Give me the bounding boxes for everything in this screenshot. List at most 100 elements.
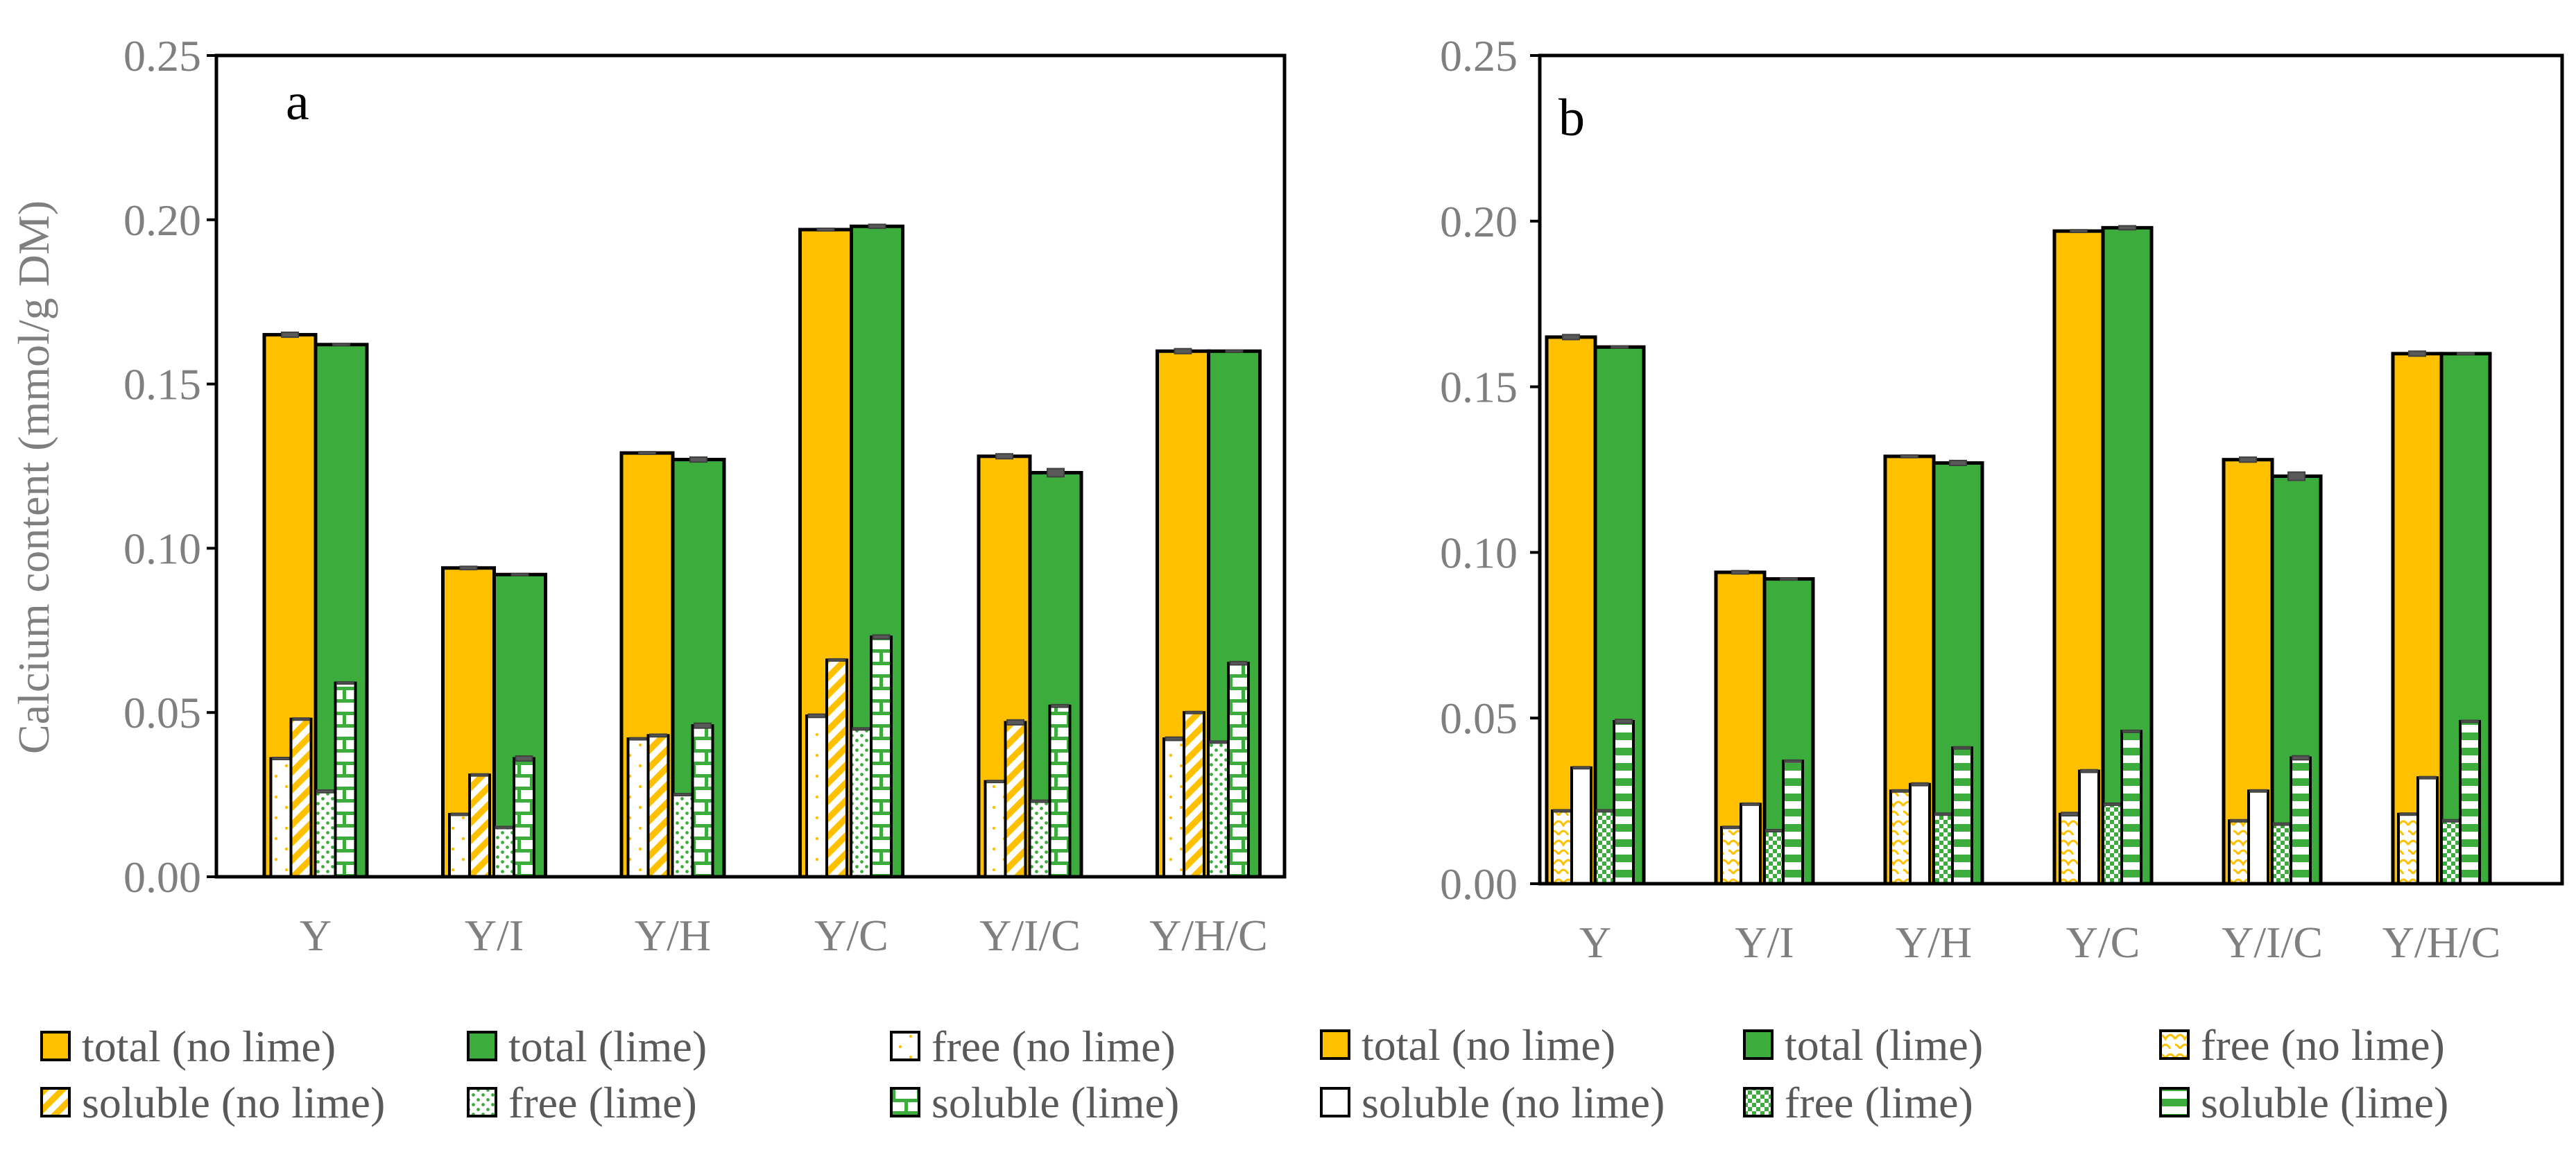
error-bar <box>986 780 1004 784</box>
legend-label-total-lime: total (lime) <box>508 1022 707 1071</box>
error-bar <box>1611 345 1629 349</box>
x-tick-label: Y/I/C <box>979 911 1081 960</box>
error-bar <box>2122 729 2140 733</box>
error-bar <box>2273 822 2291 826</box>
error-bar <box>470 773 489 777</box>
legend-label-total-no-lime: total (no lime) <box>1362 1020 1615 1070</box>
bar-free-no-lime-y-h <box>1889 789 1912 885</box>
bar-soluble-lime-y-h-c <box>2459 719 2481 885</box>
error-bar <box>2461 719 2479 723</box>
bar-soluble-lime-y-c <box>2120 730 2143 885</box>
error-bar <box>1165 736 1183 742</box>
bar-free-lime-y <box>1594 809 1616 885</box>
error-bar <box>1225 349 1244 353</box>
bar-soluble-no-lime-y-i-c <box>2247 789 2269 885</box>
x-tick-label: Y/H/C <box>1149 911 1268 960</box>
error-bar <box>1949 459 1967 467</box>
bar-free-lime-y-i-c <box>1028 800 1051 879</box>
error-bar <box>694 722 712 729</box>
error-bar <box>629 737 647 741</box>
error-bar <box>1051 703 1069 708</box>
bar-soluble-lime-y-h <box>1951 746 1973 885</box>
legend-swatch-total-no-lime <box>40 1031 71 1061</box>
error-bar <box>995 453 1013 460</box>
error-bar <box>1784 759 1802 763</box>
legend-swatch-soluble-lime <box>2159 1087 2190 1117</box>
bar-free-lime-y-h <box>1932 812 1955 885</box>
error-bar <box>2408 350 2426 357</box>
bar-soluble-lime-y-i-c <box>1048 704 1072 879</box>
x-tick-label: Y <box>1579 918 1611 967</box>
legend-label-soluble-no-lime: soluble (no lime) <box>82 1078 385 1127</box>
error-bar <box>332 343 350 347</box>
error-bar <box>459 565 478 571</box>
bar-free-lime-y-c <box>850 727 873 878</box>
error-bar <box>450 812 469 816</box>
bar-free-no-lime-y-i-c <box>984 780 1007 878</box>
error-bar <box>1780 577 1798 581</box>
bar-soluble-no-lime-y-c <box>825 658 848 878</box>
y-tick-label: 0.20 <box>1440 197 1518 246</box>
error-bar <box>2292 755 2310 761</box>
legend-swatch-soluble-no-lime <box>1320 1087 1350 1117</box>
error-bar <box>1722 825 1740 830</box>
legend-swatch-total-lime <box>467 1031 497 1061</box>
error-bar <box>1174 348 1192 354</box>
panel-b: 0.00 0.05 0.10 0.15 0.20 0.25 Y Y/I Y/H Y/C Y/I/C… <box>1320 31 2564 1127</box>
bar-free-lime-y-i-c <box>2271 823 2293 885</box>
y-tick-label: 0.05 <box>123 688 201 737</box>
error-bar <box>2249 789 2267 793</box>
error-bar <box>495 825 513 830</box>
error-bar <box>1596 809 1614 813</box>
error-bar <box>281 332 299 338</box>
panel-letter-b: b <box>1559 89 1585 147</box>
y-tick-label: 0.20 <box>123 196 201 245</box>
bar-free-no-lime-y-c <box>805 714 828 879</box>
y-axis-label: Calcium content (mmol/g DM) <box>9 200 58 754</box>
error-bar <box>336 681 354 685</box>
bar-soluble-lime-y-c <box>870 635 893 878</box>
legend-a: total (no lime) total (lime) free (no lime… <box>40 1022 1179 1127</box>
panel-a: Calcium content (mmol/g DM) 0.00 0.05 0.10… <box>9 31 1287 1127</box>
error-bar <box>1572 766 1590 770</box>
legend-label-total-lime: total (lime) <box>1785 1020 1983 1070</box>
legend-label-soluble-lime: soluble (lime) <box>2201 1078 2448 1127</box>
y-tick-label: 0.25 <box>1440 31 1518 80</box>
error-bar <box>649 733 667 738</box>
legend-swatch-free-no-lime <box>2159 1029 2190 1060</box>
error-bar <box>868 223 886 230</box>
bar-soluble-no-lime-y-h-c <box>1183 711 1205 878</box>
bar-free-lime-y-i <box>492 825 515 878</box>
bar-soluble-no-lime-y <box>1570 766 1592 885</box>
y-tick-label: 0.05 <box>1440 694 1518 743</box>
error-bar <box>2061 812 2079 817</box>
error-bar <box>1742 802 1760 806</box>
bar-free-no-lime-y-h <box>626 737 650 879</box>
legend-label-total-no-lime: total (no lime) <box>82 1022 336 1071</box>
plot-area-border <box>214 53 1287 879</box>
x-tick-label: Y <box>300 911 332 960</box>
legend-swatch-soluble-no-lime <box>40 1087 71 1117</box>
error-bar <box>827 658 846 662</box>
bar-soluble-no-lime-y-h <box>646 734 670 879</box>
legend-label-soluble-lime: soluble (lime) <box>931 1078 1179 1127</box>
error-bar <box>689 456 707 463</box>
x-tick-label: Y/I <box>465 911 524 960</box>
error-bar <box>2457 352 2475 356</box>
bar-free-lime-y-h-c <box>1207 740 1230 878</box>
error-bar <box>1615 719 1633 724</box>
bar-free-lime-y <box>314 789 337 879</box>
y-tick-label: 0.25 <box>123 31 201 80</box>
error-bar <box>1934 812 1952 816</box>
bar-free-no-lime-y-c <box>2059 812 2081 885</box>
error-bar <box>1031 799 1049 803</box>
error-bar <box>2287 471 2305 481</box>
error-bar <box>1765 829 1783 833</box>
bar-free-no-lime-y <box>269 757 293 879</box>
bar-soluble-no-lime-y-i <box>468 773 491 878</box>
bar-free-no-lime-y <box>1551 809 1573 885</box>
plot-area-border <box>1538 53 2564 886</box>
error-bar <box>1900 454 1918 458</box>
error-bar <box>2239 456 2257 463</box>
